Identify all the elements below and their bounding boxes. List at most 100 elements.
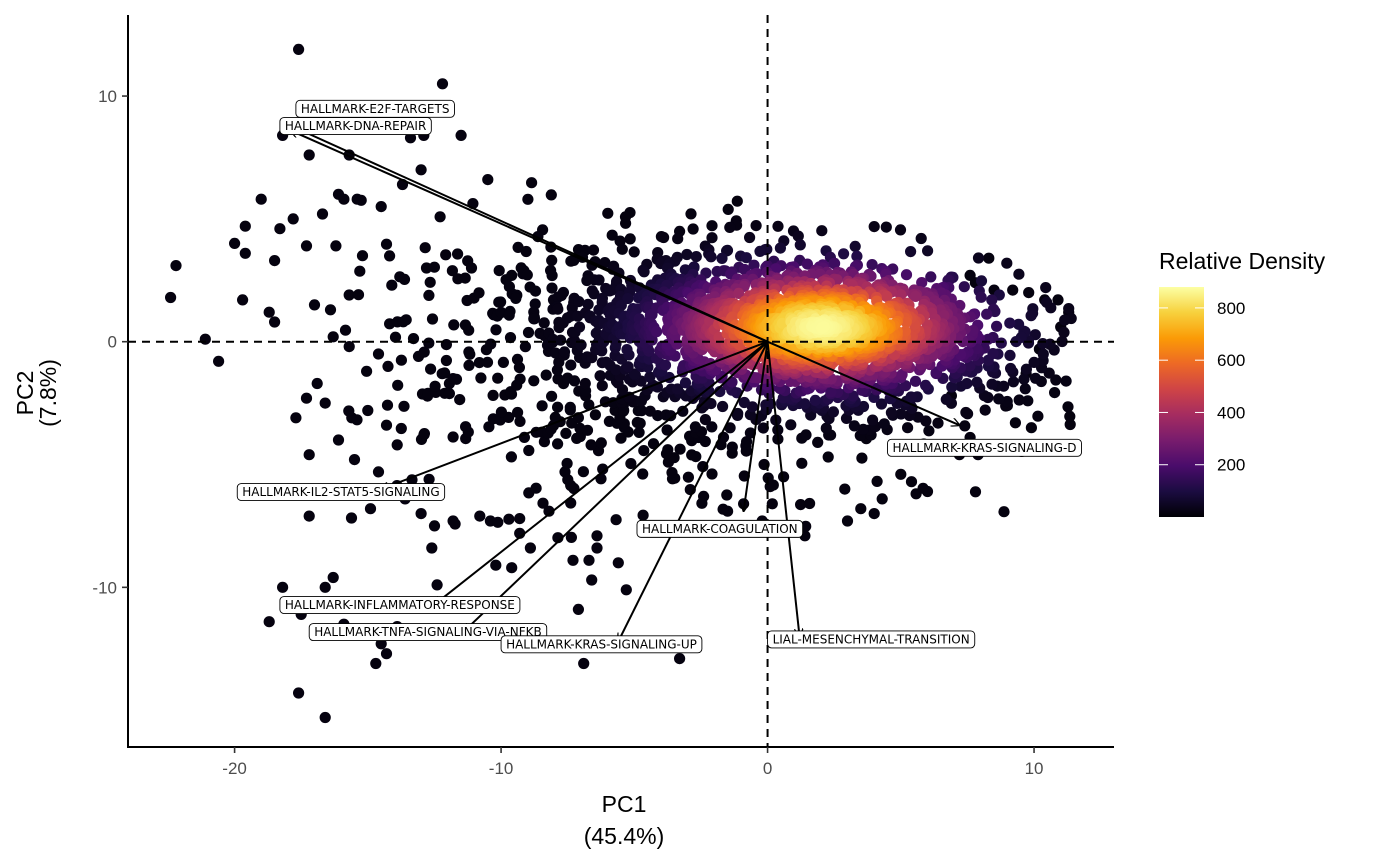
data-point <box>606 284 618 296</box>
data-point <box>588 288 600 300</box>
data-point <box>902 422 914 434</box>
loading-arrow <box>618 341 769 642</box>
data-point <box>744 231 756 244</box>
data-point <box>674 443 686 455</box>
data-point <box>905 246 917 258</box>
data-point <box>1049 387 1061 399</box>
data-point <box>460 421 472 433</box>
data-point <box>932 417 944 429</box>
data-point <box>721 489 733 501</box>
data-point <box>529 285 542 297</box>
data-point <box>319 711 331 724</box>
loading-arrow <box>744 341 769 511</box>
data-point <box>839 483 851 495</box>
data-point <box>1001 395 1013 408</box>
data-point <box>975 275 988 287</box>
legend-title: Relative Density <box>1159 248 1326 274</box>
y-axis-subtitle: (7.8%) <box>35 359 61 427</box>
data-point <box>856 452 868 464</box>
data-point <box>526 177 538 189</box>
data-point <box>597 463 609 475</box>
data-point <box>1058 326 1070 338</box>
data-point <box>269 316 281 328</box>
data-point <box>239 220 251 232</box>
data-point <box>343 341 355 353</box>
data-point <box>493 265 505 277</box>
loading-label-box <box>279 596 521 614</box>
data-point <box>672 233 684 245</box>
data-point <box>717 400 729 413</box>
data-point <box>481 356 494 368</box>
data-point <box>1025 422 1037 434</box>
data-point <box>774 242 787 254</box>
data-point <box>895 468 907 480</box>
data-point <box>562 474 574 486</box>
data-point <box>757 422 769 434</box>
data-point <box>674 653 686 665</box>
data-point <box>1040 282 1052 294</box>
data-point <box>511 353 524 365</box>
data-point <box>552 438 564 450</box>
data-point <box>418 346 430 358</box>
data-point <box>473 287 485 299</box>
data-point <box>277 581 289 593</box>
data-point <box>644 405 656 417</box>
data-point <box>490 324 502 336</box>
data-point <box>372 466 385 478</box>
data-point <box>981 308 993 320</box>
data-point <box>682 471 695 483</box>
data-point <box>885 407 898 419</box>
data-point <box>536 400 548 412</box>
data-point <box>855 503 867 515</box>
y-axis-title: PC2 <box>12 371 38 416</box>
data-point <box>679 377 692 389</box>
data-point <box>986 294 998 306</box>
data-point <box>621 344 633 356</box>
data-point <box>400 314 412 326</box>
data-point <box>465 262 478 274</box>
data-point <box>474 510 486 522</box>
data-point <box>550 347 562 359</box>
data-point <box>1009 417 1022 429</box>
data-point <box>622 292 634 305</box>
data-point <box>382 360 394 372</box>
data-point <box>912 411 924 423</box>
data-point <box>848 420 861 432</box>
loading-arrow <box>381 340 768 489</box>
loading-label-text: HALLMARK-KRAS-SIGNALING-D <box>892 441 1076 455</box>
data-point <box>733 287 745 299</box>
data-point <box>867 414 879 426</box>
data-point <box>909 290 922 302</box>
reference-lines <box>128 15 1114 747</box>
data-point <box>776 317 789 329</box>
data-point <box>591 542 603 554</box>
data-point <box>568 375 581 387</box>
loading-label: HALLMARK-COAGULATION <box>636 519 804 538</box>
data-point <box>495 406 507 418</box>
loading-label-text: HALLMARK-E2F-TARGETS <box>301 102 450 116</box>
data-point <box>620 217 632 229</box>
data-point <box>565 531 578 544</box>
data-point <box>1004 349 1016 361</box>
data-point <box>792 230 804 242</box>
data-point <box>969 486 982 498</box>
data-point <box>616 243 628 255</box>
data-point <box>455 129 467 141</box>
data-point <box>552 373 564 385</box>
data-point <box>564 401 576 413</box>
data-point <box>311 377 323 390</box>
data-point <box>423 337 435 349</box>
data-point <box>555 289 568 302</box>
data-point <box>492 372 504 384</box>
data-point <box>979 404 991 416</box>
data-point <box>418 428 430 440</box>
data-point <box>1060 375 1072 387</box>
x-tick-label: -20 <box>222 759 247 778</box>
data-point <box>828 257 840 270</box>
data-point <box>351 414 363 426</box>
data-point <box>255 193 267 205</box>
data-point <box>878 418 890 430</box>
data-point <box>706 468 718 480</box>
data-point <box>492 516 504 528</box>
data-point <box>995 337 1007 349</box>
